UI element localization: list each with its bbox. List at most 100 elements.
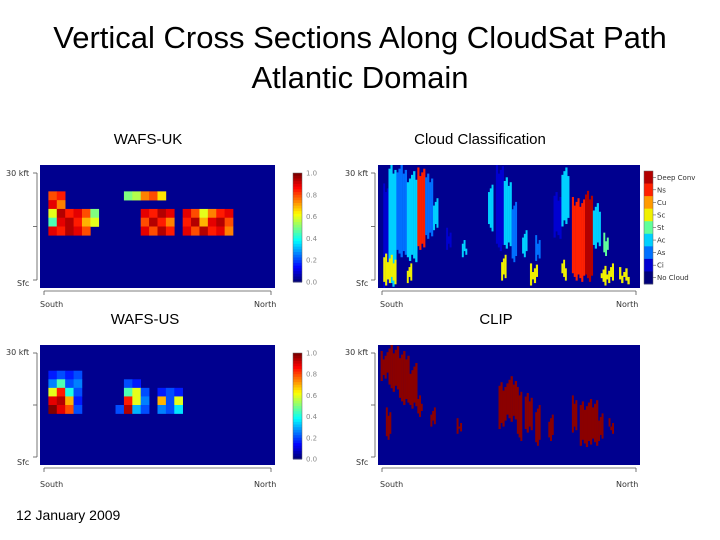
colorbar-segment	[293, 374, 302, 378]
cloud-column	[431, 178, 434, 237]
x-right-label-clip: North	[616, 480, 639, 489]
colorbar-segment	[293, 202, 302, 207]
cloud-column	[421, 172, 424, 244]
cloud-column	[551, 414, 554, 435]
colorbar-segment	[293, 451, 302, 455]
cloud-column	[433, 407, 436, 425]
heatmap-cell	[48, 208, 58, 219]
heatmap-cell	[157, 387, 167, 397]
heatmap-cell	[132, 191, 142, 201]
heatmap-cell	[165, 226, 175, 236]
legend-swatch	[644, 183, 653, 197]
colorbar-tick-label: 0.6	[306, 392, 318, 400]
colorbar-segment	[293, 437, 302, 441]
cloud-column	[415, 179, 418, 263]
cloud-column	[564, 268, 567, 281]
colorbar-segment	[293, 257, 302, 261]
legend-label: Deep Conv	[657, 174, 695, 182]
panel-title-wafs-us: WAFS-US	[110, 311, 180, 328]
heatmap-cell	[207, 208, 217, 219]
cloud-column	[548, 421, 551, 438]
x-right-label-wafs-uk: North	[254, 300, 277, 309]
cloud-column	[394, 169, 397, 281]
cloud-column	[388, 168, 391, 280]
cloud-column	[588, 199, 592, 282]
heatmap-cell	[174, 387, 183, 397]
cloud-column	[522, 237, 525, 254]
heatmap-cell	[48, 191, 58, 201]
colorbar-segment	[293, 387, 302, 391]
heatmap-cell	[207, 217, 217, 227]
panel-title-wafs-uk: WAFS-UK	[113, 131, 183, 148]
cloud-column	[384, 355, 387, 379]
legend-swatch	[644, 208, 653, 222]
cloud-column	[385, 407, 388, 437]
cloud-column	[535, 412, 538, 443]
cloud-column	[550, 418, 552, 441]
cloud-column	[535, 235, 538, 261]
cloud-column	[512, 384, 515, 416]
heatmap-cell	[182, 217, 192, 227]
cloud-column	[627, 276, 630, 285]
cloud-column	[501, 262, 504, 281]
heatmap-cell	[56, 217, 66, 227]
y-bottom-label-wafs-uk: Sfc	[17, 279, 30, 288]
cloud-column	[389, 412, 392, 434]
cloud-column	[411, 174, 414, 255]
heatmap-cell	[182, 208, 192, 219]
cloud-column	[598, 420, 601, 441]
colorbar-segment	[293, 384, 302, 388]
colorbar-tick-label: 0.6	[306, 213, 318, 221]
heatmap-cell	[81, 208, 91, 219]
cloud-column	[413, 366, 416, 403]
colorbar-segment	[293, 398, 302, 402]
heatmap-cell	[73, 396, 83, 406]
heatmap-cell	[48, 217, 58, 227]
cloud-column	[390, 254, 393, 277]
panel-title-cloud-classification: Cloud Classification	[414, 131, 546, 148]
cloud-column	[598, 211, 601, 247]
cloud-column	[573, 205, 576, 277]
heatmap-cell	[56, 387, 66, 397]
colorbar-tick-label: 0.8	[306, 371, 317, 379]
colorbar-segment	[293, 456, 302, 460]
cloud-column	[387, 415, 390, 440]
colorbar-segment	[293, 279, 302, 283]
heatmap-cell	[140, 387, 150, 397]
cloud-column	[605, 241, 608, 257]
heatmap-cell	[56, 379, 66, 389]
heatmap-cell	[48, 405, 58, 414]
cloud-column	[465, 248, 468, 255]
cloud-column	[417, 399, 420, 414]
colorbar-segment	[293, 181, 302, 185]
cloud-column	[571, 196, 574, 274]
cloud-column	[623, 272, 626, 277]
heatmap-cell	[56, 405, 66, 414]
heatmap-cell	[65, 370, 74, 380]
heatmap-cell	[216, 226, 225, 236]
heatmap-cell	[65, 387, 74, 397]
cloud-column	[610, 267, 613, 277]
heatmap-cell	[132, 396, 142, 406]
cloud-column	[596, 203, 599, 243]
cloud-column	[420, 403, 423, 411]
colorbar-tick-label: 0.2	[306, 257, 317, 265]
cloud-column	[604, 265, 607, 286]
heatmap-cell	[157, 217, 167, 227]
colorbar-segment	[293, 382, 302, 386]
cloud-column	[557, 200, 560, 236]
heatmap-cell	[123, 387, 133, 397]
cloud-column	[592, 210, 596, 245]
cloud-column	[503, 180, 506, 245]
colorbar-segment	[293, 427, 302, 431]
colorbar-segment	[293, 353, 302, 357]
colorbar-segment	[293, 205, 302, 209]
cloud-column	[559, 196, 562, 239]
colorbar-segment	[293, 219, 302, 223]
colorbar-segment	[293, 363, 302, 367]
cloud-column	[536, 243, 539, 255]
cloud-column	[388, 348, 391, 385]
heatmap-cell	[149, 226, 158, 236]
x-left-label-cloud-class: South	[380, 300, 404, 309]
heatmap-cell	[48, 396, 58, 406]
